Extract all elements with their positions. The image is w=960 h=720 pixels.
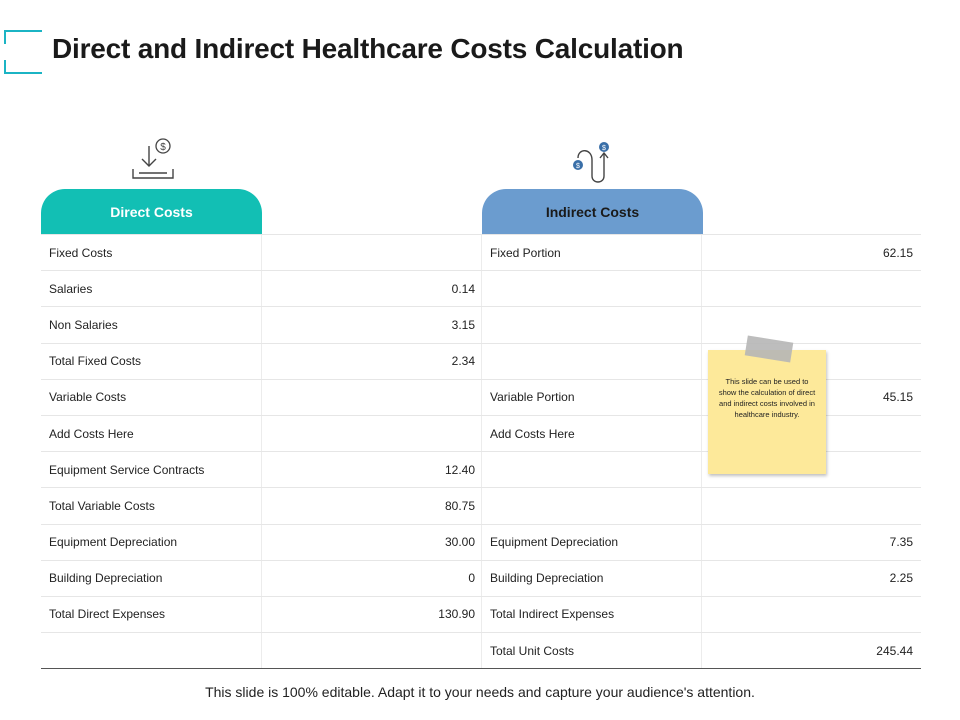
direct-cost-value: 0.14 <box>261 271 481 307</box>
direct-cost-value <box>261 415 481 452</box>
sticky-note-text: This slide can be used to show the calcu… <box>718 377 816 419</box>
table-row: Non Salaries 3.15 <box>41 306 921 343</box>
table-row: Total Variable Costs 80.75 <box>41 487 921 524</box>
money-flow-icon: $ $ <box>568 138 618 186</box>
direct-cost-label: Total Variable Costs <box>49 498 155 513</box>
indirect-cost-label: Variable Portion <box>481 379 701 415</box>
indirect-cost-label: Fixed Portion <box>481 235 701 271</box>
svg-text:$: $ <box>576 163 580 170</box>
corner-bracket-decoration <box>4 30 42 74</box>
table-row: Total Direct Expenses 130.90 Total Indir… <box>41 595 921 633</box>
indirect-cost-value: 7.35 <box>701 524 921 560</box>
indirect-cost-label: Total Indirect Expenses <box>481 596 701 633</box>
indirect-cost-label: Total Unit Costs <box>481 633 701 669</box>
direct-cost-label: Equipment Depreciation <box>49 535 178 550</box>
direct-cost-label: Add Costs Here <box>49 426 134 441</box>
footer-note: This slide is 100% editable. Adapt it to… <box>205 684 755 700</box>
direct-cost-label: Building Depreciation <box>49 571 163 586</box>
indirect-cost-label: Equipment Depreciation <box>481 524 701 560</box>
indirect-cost-value <box>701 307 921 343</box>
indirect-cost-label <box>481 343 701 379</box>
table-row: Equipment Service Contracts 12.40 <box>41 451 921 488</box>
tab-indirect-costs: Indirect Costs <box>482 189 703 234</box>
table-row: Total Unit Costs 245.44 <box>41 632 921 669</box>
costs-table: Fixed Costs Fixed Portion 62.15 Salaries… <box>41 234 921 670</box>
indirect-cost-value: 2.25 <box>701 560 921 596</box>
direct-cost-value: 30.00 <box>261 524 481 560</box>
direct-cost-value: 12.40 <box>261 452 481 488</box>
table-row: Total Fixed Costs 2.34 <box>41 342 921 379</box>
indirect-cost-value: 62.15 <box>701 235 921 271</box>
indirect-cost-value <box>701 452 921 488</box>
indirect-cost-value: 245.44 <box>701 633 921 669</box>
indirect-cost-label <box>481 271 701 307</box>
indirect-cost-label <box>481 488 701 524</box>
svg-text:$: $ <box>160 142 166 153</box>
direct-cost-label: Total Direct Expenses <box>49 607 166 622</box>
direct-cost-label <box>41 633 261 668</box>
table-row: Building Depreciation 0 Building Depreci… <box>41 559 921 596</box>
direct-cost-value: 0 <box>261 560 481 596</box>
direct-cost-value: 2.34 <box>261 343 481 379</box>
direct-cost-label: Equipment Service Contracts <box>49 462 205 477</box>
indirect-cost-value <box>701 343 921 379</box>
svg-text:$: $ <box>602 145 606 152</box>
indirect-cost-value: 45.15 <box>701 379 921 415</box>
table-row: Add Costs Here Add Costs Here <box>41 414 921 452</box>
sticky-note: This slide can be used to show the calcu… <box>708 350 826 474</box>
indirect-cost-label <box>481 452 701 488</box>
direct-cost-label: Salaries <box>49 281 93 296</box>
direct-cost-value: 3.15 <box>261 307 481 343</box>
indirect-cost-value <box>701 596 921 633</box>
direct-cost-label: Total Fixed Costs <box>49 354 142 369</box>
direct-cost-value <box>261 379 481 415</box>
table-row: Equipment Depreciation 30.00 Equipment D… <box>41 523 921 560</box>
table-row: Variable Costs Variable Portion 45.15 <box>41 378 921 415</box>
direct-cost-value: 130.90 <box>261 596 481 633</box>
direct-cost-value <box>261 633 481 669</box>
tab-direct-costs: Direct Costs <box>41 189 262 234</box>
direct-cost-label: Variable Costs <box>49 390 127 405</box>
indirect-cost-value <box>701 271 921 307</box>
indirect-cost-value <box>701 415 921 452</box>
table-row: Salaries 0.14 <box>41 270 921 307</box>
indirect-cost-label: Add Costs Here <box>481 415 701 452</box>
indirect-cost-label <box>481 307 701 343</box>
download-dollar-icon: $ <box>128 136 178 182</box>
indirect-cost-label: Building Depreciation <box>481 560 701 596</box>
direct-cost-value <box>261 235 481 271</box>
direct-cost-value: 80.75 <box>261 488 481 524</box>
table-row: Fixed Costs Fixed Portion 62.15 <box>41 234 921 271</box>
page-title: Direct and Indirect Healthcare Costs Cal… <box>52 33 684 64</box>
indirect-cost-value <box>701 488 921 524</box>
direct-cost-label: Fixed Costs <box>49 245 113 260</box>
direct-cost-label: Non Salaries <box>49 317 118 332</box>
